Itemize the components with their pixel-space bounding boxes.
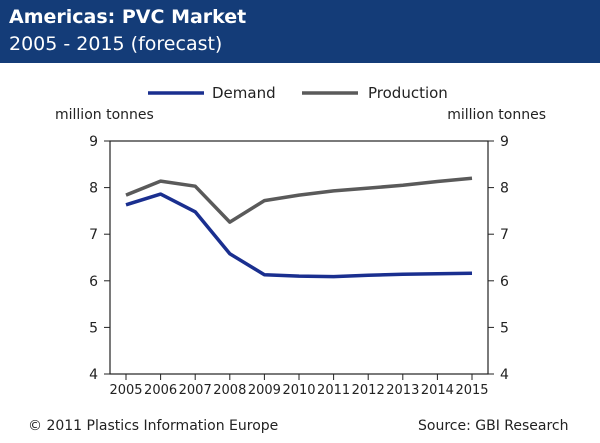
y-tick-label-right: 8	[500, 181, 509, 197]
legend-label-production: Production	[368, 84, 448, 102]
y-tick-label-left: 9	[89, 134, 98, 150]
copyright-text: © 2011 Plastics Information Europe	[28, 418, 279, 434]
chart-axes: 4 4 5 5 6 6 7 7 8 8 9 9 2005 2006 2007 2008 2009 2010 2011…	[89, 134, 509, 398]
series-line-production	[125, 176, 473, 224]
y-tick-label-left: 6	[89, 274, 98, 290]
legend-label-demand: Demand	[212, 84, 276, 102]
x-tick-label: 2015	[455, 383, 488, 398]
x-tick-label: 2008	[213, 383, 246, 398]
y-tick-label-right: 6	[500, 274, 509, 290]
chart-legend: Demand Production	[148, 84, 448, 102]
y-axis-label-right: million tonnes	[447, 107, 546, 123]
y-tick-label-right: 9	[500, 134, 509, 150]
y-tick-label-right: 5	[500, 320, 509, 336]
chart-title: Americas: PVC Market	[9, 6, 247, 28]
x-tick-label: 2007	[179, 383, 212, 398]
y-tick-label-right: 7	[500, 227, 509, 243]
plot-frame	[109, 140, 489, 375]
series-line-demand	[125, 192, 473, 279]
y-tick-label-left: 7	[89, 227, 98, 243]
x-tick-label: 2009	[248, 383, 281, 398]
x-tick-label: 2012	[352, 383, 385, 398]
chart-header: Americas: PVC Market 2005 - 2015 (foreca…	[0, 0, 600, 63]
chart-subtitle: 2005 - 2015 (forecast)	[9, 33, 223, 55]
source-text: Source: GBI Research	[418, 418, 569, 434]
x-tick-label: 2013	[386, 383, 419, 398]
x-tick-label: 2011	[317, 383, 350, 398]
x-tick-label: 2006	[144, 383, 177, 398]
y-axis-label-left: million tonnes	[55, 107, 154, 123]
y-tick-label-left: 8	[89, 181, 98, 197]
y-tick-label-right: 4	[500, 367, 509, 383]
y-tick-label-left: 5	[89, 320, 98, 336]
x-tick-label: 2005	[109, 383, 142, 398]
y-tick-label-left: 4	[89, 367, 98, 383]
x-tick-label: 2010	[282, 383, 315, 398]
x-tick-label: 2014	[421, 383, 454, 398]
chart-series	[125, 176, 473, 279]
